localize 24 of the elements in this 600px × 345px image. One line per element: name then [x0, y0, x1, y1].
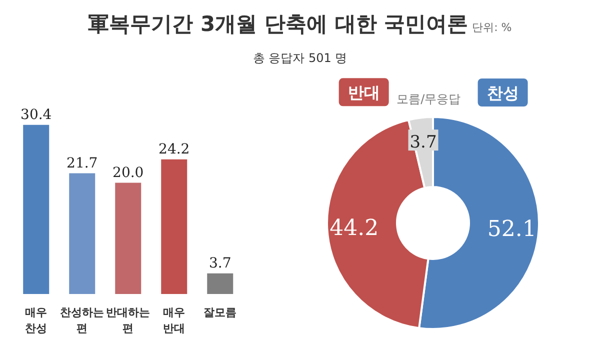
- text: 단위: %: [472, 21, 512, 34]
- x-tick-label: 매우 찬성: [25, 306, 47, 335]
- x-tick-label: 반대하는 편: [106, 306, 150, 335]
- bar: [23, 124, 50, 294]
- bar: [161, 159, 188, 294]
- slice-label: 모름/무응답: [396, 92, 461, 106]
- chart-subtitle: 총 응답자 501 명: [252, 50, 348, 67]
- data-label: 3.7: [410, 132, 437, 153]
- slice-label: 찬성: [486, 83, 519, 102]
- data-label: 20.0: [112, 164, 144, 181]
- data-label: 44.2: [330, 216, 379, 241]
- slice-label: 반대: [348, 83, 380, 102]
- data-label: 21.7: [66, 155, 98, 172]
- bar: [69, 173, 96, 294]
- data-label: 24.2: [158, 141, 190, 158]
- x-tick-label: 매우 반대: [163, 306, 185, 335]
- x-tick-label: 잘모름: [204, 306, 236, 319]
- bar: [207, 273, 234, 294]
- data-label: 30.4: [20, 106, 52, 123]
- bar: [115, 182, 142, 294]
- data-label: 3.7: [208, 255, 232, 272]
- x-tick-label: 찬성하는 편: [60, 306, 104, 335]
- data-label: 52.1: [487, 217, 536, 242]
- chart-title: 軍복무기간 3개월 단축에 대한 국민여론: [88, 12, 468, 36]
